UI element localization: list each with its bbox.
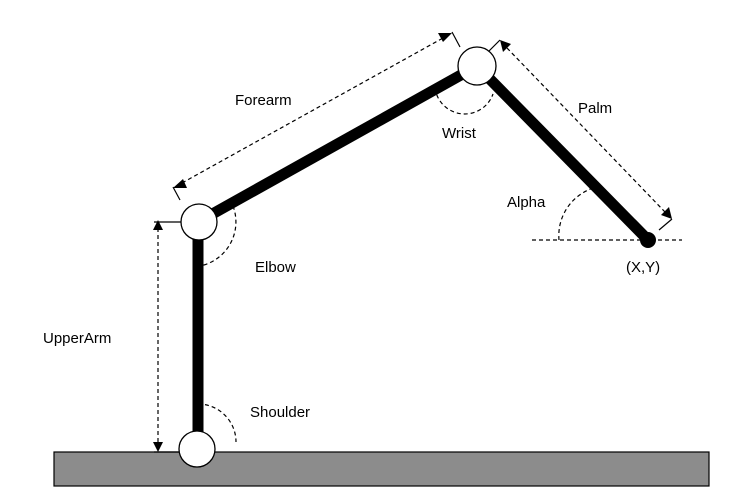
shoulder-angle-arc: [197, 403, 237, 443]
forearm-ext-right: [451, 31, 461, 48]
ground-base: [53, 451, 710, 487]
upperarm-label: UpperArm: [43, 330, 111, 347]
forearm-link: [195, 61, 480, 227]
palm-arrow-bottom: [661, 207, 672, 219]
forearm-ext-left: [172, 186, 181, 201]
end-effector-point: [640, 232, 656, 248]
palm-label: Palm: [578, 100, 612, 117]
forearm-arrow-left: [173, 179, 187, 188]
alpha-angle-arc: [558, 186, 598, 241]
elbow-angle-arc: [199, 205, 237, 267]
elbow-label: Elbow: [255, 259, 296, 276]
forearm-label: Forearm: [235, 92, 292, 109]
alpha-label: Alpha: [507, 194, 546, 211]
palm-link: [473, 62, 652, 244]
palm-ext-bottom: [658, 218, 673, 231]
forearm-dimension-line: [181, 37, 444, 184]
palm-arrow-top: [500, 40, 511, 52]
shoulder-label: Shoulder: [250, 404, 310, 421]
wrist-angle-arc: [434, 87, 494, 115]
forearm-arrow-right: [438, 33, 452, 42]
upperarm-arrow-top: [153, 220, 163, 230]
endpoint-label: (X,Y): [626, 259, 660, 276]
elbow-joint: [180, 203, 218, 241]
wrist-label: Wrist: [442, 125, 477, 142]
wrist-joint: [457, 46, 497, 86]
palm-dimension-line: [506, 47, 666, 213]
upperarm-arrow-bottom: [153, 442, 163, 452]
shoulder-joint: [178, 430, 216, 468]
palm-ext-top: [488, 39, 501, 52]
